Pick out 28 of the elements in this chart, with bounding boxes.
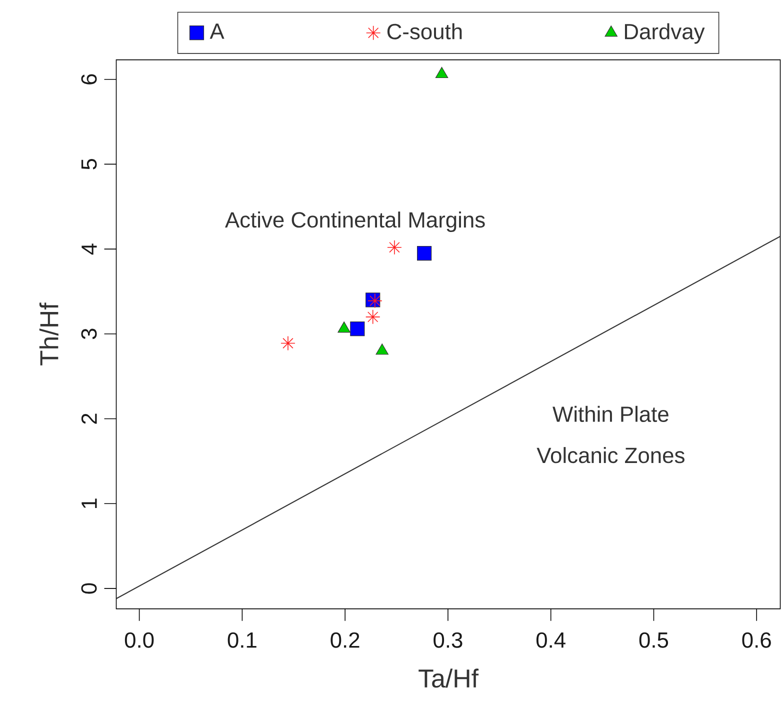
point: [280, 336, 296, 351]
legend-label: C-south: [387, 23, 462, 40]
x-tick-label: 0.3: [434, 632, 462, 648]
legend-label: Dardvay: [624, 23, 705, 44]
x-tick-label: 0.0: [124, 632, 154, 648]
legend-label: A: [210, 24, 224, 39]
y-tick-label: 5: [81, 159, 97, 170]
annotation: Within Plate: [552, 406, 668, 422]
point: [365, 310, 380, 324]
y-tick-label: 1: [82, 498, 97, 508]
point: [417, 246, 432, 261]
y-tick-label: 3: [81, 328, 97, 340]
y-tick-label: 4: [82, 244, 97, 255]
x-tick-label: 0.4: [536, 632, 566, 648]
x-tick-label: 0.6: [742, 632, 771, 648]
point: [435, 66, 448, 78]
x-axis-title: Ta/Hf: [418, 668, 479, 688]
y-tick-label: 6: [81, 74, 97, 84]
y-axis-title: Th/Hf: [39, 302, 58, 366]
annotation: Volcanic Zones: [536, 447, 684, 464]
y-tick-label: 0: [81, 583, 97, 594]
x-tick-label: 0.5: [639, 632, 668, 648]
y-tick-label: 2: [81, 414, 97, 424]
point: [350, 322, 365, 336]
x-tick-label: 0.1: [228, 632, 256, 648]
annotation: Active Continental Margins: [225, 212, 485, 232]
point: [387, 240, 402, 255]
x-tick-label: 0.2: [330, 632, 360, 648]
